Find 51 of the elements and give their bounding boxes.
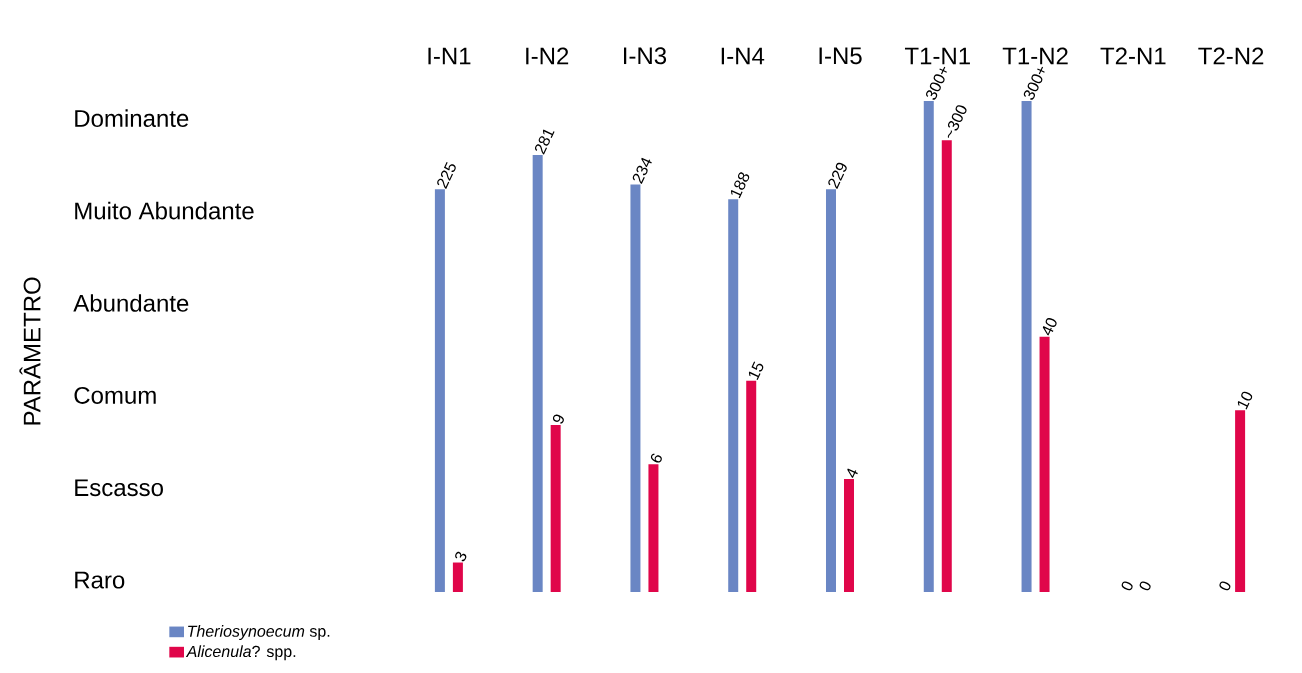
bar <box>630 184 641 592</box>
annotation: 188 <box>730 172 750 199</box>
text: PARÂMETRO <box>19 277 41 425</box>
annotation: 3 <box>455 551 467 562</box>
x-tick-label: T2-N2 <box>1198 47 1264 65</box>
bar <box>648 464 659 592</box>
bar <box>1021 100 1032 592</box>
annotation: 9 <box>552 414 564 424</box>
legend-label: Alicenula? spp. <box>185 645 296 661</box>
x-tick-label: T2-N1 <box>1100 47 1166 65</box>
x-tick-label: I-N1 <box>428 47 471 65</box>
annotation: 15 <box>748 361 764 380</box>
x-tick-label: I-N2 <box>526 47 569 65</box>
annotation: 300+ <box>926 66 947 100</box>
bar <box>844 479 854 592</box>
text: Muito Abundante <box>75 201 254 220</box>
bar <box>923 100 934 592</box>
x-tick-label: T1-N2 <box>1002 47 1068 65</box>
annotation: 4 <box>847 468 858 478</box>
annotation: 229 <box>828 162 847 189</box>
x-tick-label: T1-N1 <box>904 47 970 65</box>
annotation: 40 <box>1042 318 1057 336</box>
text: Comum <box>74 386 156 404</box>
text: Abundante <box>73 294 189 312</box>
text: Raro <box>75 571 125 589</box>
x-tick-label: I-N3 <box>623 47 667 65</box>
text: Escasso <box>75 479 163 497</box>
annotation: 0 <box>1219 581 1231 591</box>
bar <box>1235 410 1246 592</box>
bar <box>941 140 952 592</box>
annotation: 6 <box>650 453 662 463</box>
annotation: 300+ <box>1023 66 1045 100</box>
bar <box>1039 336 1050 592</box>
x-tick-label: I-N5 <box>819 47 862 65</box>
annotation: 0 <box>1139 581 1151 591</box>
bar <box>550 425 561 592</box>
annotation: ~300 <box>947 105 967 138</box>
x-tick-label: I-N4 <box>721 47 765 65</box>
text: Dominante <box>75 109 189 127</box>
bar <box>434 189 445 592</box>
bar <box>728 199 739 592</box>
annotation: 10 <box>1237 391 1253 410</box>
bar <box>532 155 543 592</box>
annotation: 0 <box>1121 581 1133 591</box>
annotation: 281 <box>534 129 555 155</box>
bar <box>452 562 463 592</box>
annotation: 234 <box>632 157 652 185</box>
legend-label: Theriosynoecum sp. <box>188 625 330 640</box>
bar <box>746 380 757 592</box>
annotation: 225 <box>437 161 456 189</box>
bar <box>826 189 836 592</box>
